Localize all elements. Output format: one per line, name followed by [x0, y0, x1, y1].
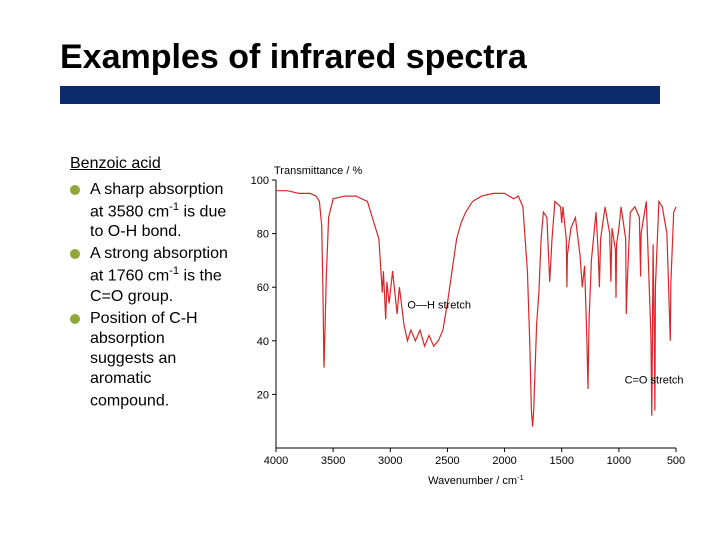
bullet-icon	[70, 249, 80, 259]
svg-text:20: 20	[257, 389, 269, 401]
page-title: Examples of infrared spectra	[60, 38, 527, 77]
svg-text:Wavenumber / cm-1: Wavenumber / cm-1	[428, 473, 524, 488]
svg-text:1500: 1500	[549, 455, 573, 467]
svg-text:100: 100	[251, 175, 269, 187]
list-item: A sharp absorption at 3580 cm-1 is due t…	[70, 180, 230, 242]
svg-text:3500: 3500	[321, 455, 345, 467]
svg-text:80: 80	[257, 229, 269, 241]
svg-text:C=O stretch: C=O stretch	[625, 375, 684, 387]
list-item: A strong absorption at 1760 cm-1 is the …	[70, 244, 230, 306]
bullet-text: A sharp absorption at 3580 cm-1 is due t…	[90, 180, 230, 242]
title-underline-bar	[60, 86, 660, 104]
list-item: Position of C-H absorption suggests an a…	[70, 309, 230, 411]
svg-text:Transmittance / %: Transmittance / %	[274, 165, 362, 177]
svg-text:60: 60	[257, 282, 269, 294]
bullet-text: Position of C-H absorption suggests an a…	[90, 309, 230, 411]
ir-spectrum-chart: 20 40 60 80 100 4000 3500 3000 2500 2000 1500 1000 5…	[232, 160, 686, 490]
svg-text:500: 500	[667, 455, 685, 467]
svg-text:40: 40	[257, 336, 269, 348]
svg-text:O—H stretch: O—H stretch	[407, 300, 471, 312]
bullet-icon	[70, 185, 80, 195]
svg-text:2500: 2500	[435, 455, 459, 467]
svg-text:1000: 1000	[607, 455, 631, 467]
bullet-list: A sharp absorption at 3580 cm-1 is due t…	[70, 180, 230, 413]
chart-svg: 20 40 60 80 100 4000 3500 3000 2500 2000 1500 1000 5…	[232, 160, 686, 490]
subtitle: Benzoic acid	[70, 155, 161, 173]
bullet-text: A strong absorption at 1760 cm-1 is the …	[90, 244, 230, 306]
svg-text:3000: 3000	[378, 455, 402, 467]
bullet-icon	[70, 314, 80, 324]
svg-text:2000: 2000	[492, 455, 516, 467]
svg-text:4000: 4000	[264, 455, 288, 467]
slide: Examples of infrared spectra Benzoic aci…	[0, 0, 720, 540]
